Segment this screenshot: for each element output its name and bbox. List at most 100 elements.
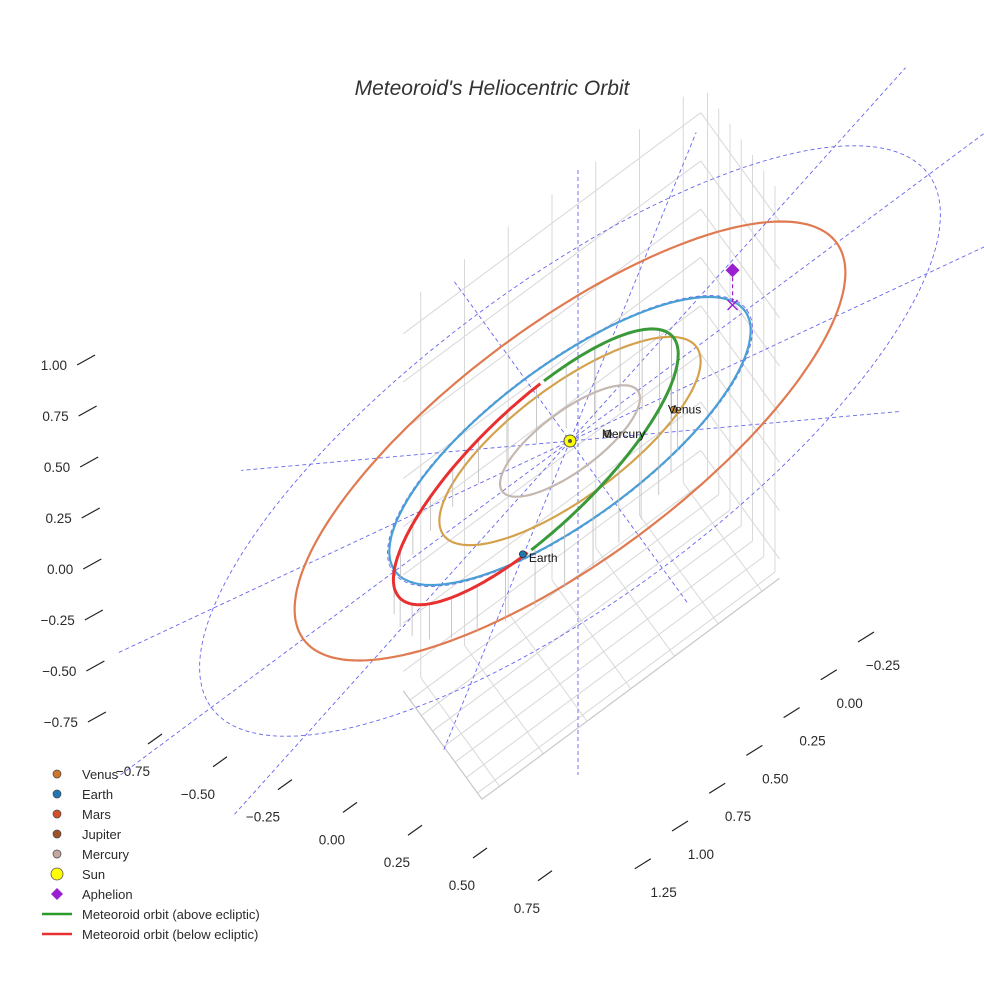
y-tick-label: 1.00: [688, 847, 714, 862]
x-tick-mark: [277, 779, 293, 791]
legend: Venus Earth Mars Jupiter Mercury Sun Aphelion M…: [42, 767, 260, 942]
grid-line: [700, 450, 780, 560]
z-tick-label: 1.00: [41, 358, 67, 373]
grid-line: [402, 208, 702, 431]
x-tick-label: −0.25: [246, 810, 280, 825]
legend-label: Sun: [82, 867, 105, 882]
earth-label: Earth: [529, 551, 558, 565]
legend-item: Meteoroid orbit (below ecliptic): [42, 927, 258, 942]
y-tick-mark: [783, 707, 800, 719]
z-tick-label: 0.00: [47, 562, 73, 577]
grid-line: [507, 612, 588, 722]
z-tick-mark: [81, 507, 101, 519]
grid-line: [432, 509, 731, 732]
legend-item: Mercury: [52, 847, 129, 862]
reference-ray: [234, 67, 906, 815]
grid-line: [700, 401, 780, 511]
grid-line: [700, 208, 780, 318]
legend-item: Mars: [52, 807, 111, 822]
z-tick-mark: [86, 660, 105, 672]
chart-title: Meteoroid's Heliocentric Orbit: [355, 77, 631, 100]
bodies: Mercury Venus Earth: [519, 263, 740, 565]
z-tick-label: 0.50: [44, 460, 70, 475]
meteoroid-orbit: [391, 327, 680, 640]
y-tick-mark: [857, 631, 875, 643]
grid-line: [402, 160, 702, 383]
y-tick-mark: [820, 669, 838, 681]
grid-line: [700, 112, 780, 222]
meteoroid-orbit-below: [391, 382, 542, 607]
y-tick-mark: [746, 744, 763, 756]
grid-line: [551, 579, 632, 690]
legend-item: Jupiter: [52, 827, 122, 842]
x-tick-label: 0.50: [449, 878, 475, 893]
legend-label: Mercury: [82, 847, 129, 862]
legend-label: Aphelion: [82, 887, 133, 902]
grid-line: [443, 525, 742, 747]
meteoroid-orbit-above: [530, 334, 680, 552]
reference-ray: [443, 132, 697, 750]
orbit-mercury: [499, 384, 641, 498]
x-tick-mark: [472, 847, 488, 859]
orbit-mars: [293, 220, 847, 662]
x-tick-label: 0.75: [514, 901, 540, 916]
y-tick-mark: [708, 782, 726, 794]
grid-line: [464, 644, 544, 755]
x-tick-label: −0.50: [181, 787, 215, 802]
grid-line: [420, 494, 720, 716]
earth-marker: [519, 550, 527, 559]
legend-label: Mars: [82, 807, 111, 822]
x-tick-label: 0.00: [319, 832, 345, 847]
meteoroid-orbit-above: [543, 327, 673, 383]
grid-line: [700, 257, 780, 367]
grid-line: [700, 353, 780, 463]
axis-ticks: 1.00 0.75 0.50 0.25 0.00 −0.25 −0.50 −0.75 −0.75…: [41, 354, 900, 916]
grid-line: [454, 540, 753, 763]
legend-item: Meteoroid orbit (above ecliptic): [42, 907, 260, 922]
legend-item: Earth: [52, 787, 113, 802]
y-tick-label: 0.50: [762, 771, 788, 786]
legend-marker: [52, 789, 62, 799]
legend-item: Aphelion: [51, 887, 133, 902]
legend-marker: [50, 867, 64, 881]
axis-edge: [481, 577, 780, 800]
z-tick-label: −0.25: [41, 613, 75, 628]
y-tick-mark: [634, 858, 652, 870]
z-tick-mark: [76, 354, 96, 366]
y-tick-label: 0.25: [799, 734, 825, 749]
y-tick-label: 1.25: [651, 885, 677, 900]
x-tick-mark: [147, 733, 163, 745]
grid-line: [402, 353, 702, 576]
grid-line: [700, 160, 780, 270]
y-tick-label: 0.75: [725, 809, 751, 824]
grid-line: [477, 571, 776, 794]
y-tick-mark: [671, 820, 689, 832]
legend-label: Earth: [82, 787, 113, 802]
grid-line: [595, 547, 675, 657]
legend-marker: [52, 829, 62, 839]
x-tick-mark: [342, 801, 358, 813]
aphelion-marker: [725, 263, 740, 278]
grid-line: [639, 514, 719, 625]
grid-line: [700, 305, 780, 415]
venus-label: Venus: [668, 403, 701, 417]
x-tick-label: 0.25: [384, 855, 410, 870]
mercury-label: Mercury: [602, 427, 645, 441]
z-tick-label: −0.75: [44, 715, 78, 730]
z-tick-mark: [82, 558, 102, 570]
z-tick-mark: [79, 456, 99, 468]
legend-marker: [52, 849, 62, 859]
axis-edge: [402, 690, 483, 800]
x-tick-label: −0.75: [116, 764, 150, 779]
legend-label: Meteoroid orbit (above ecliptic): [82, 907, 260, 922]
grid-line: [402, 450, 702, 672]
legend-label: Venus: [82, 767, 119, 782]
grid-line: [465, 556, 765, 778]
reference-ray: [117, 246, 984, 654]
z-tick-mark: [84, 609, 104, 621]
mercury-marker: [604, 429, 612, 438]
grid-line: [682, 482, 763, 592]
reference-ray: [114, 132, 984, 780]
x-tick-mark: [537, 870, 553, 882]
